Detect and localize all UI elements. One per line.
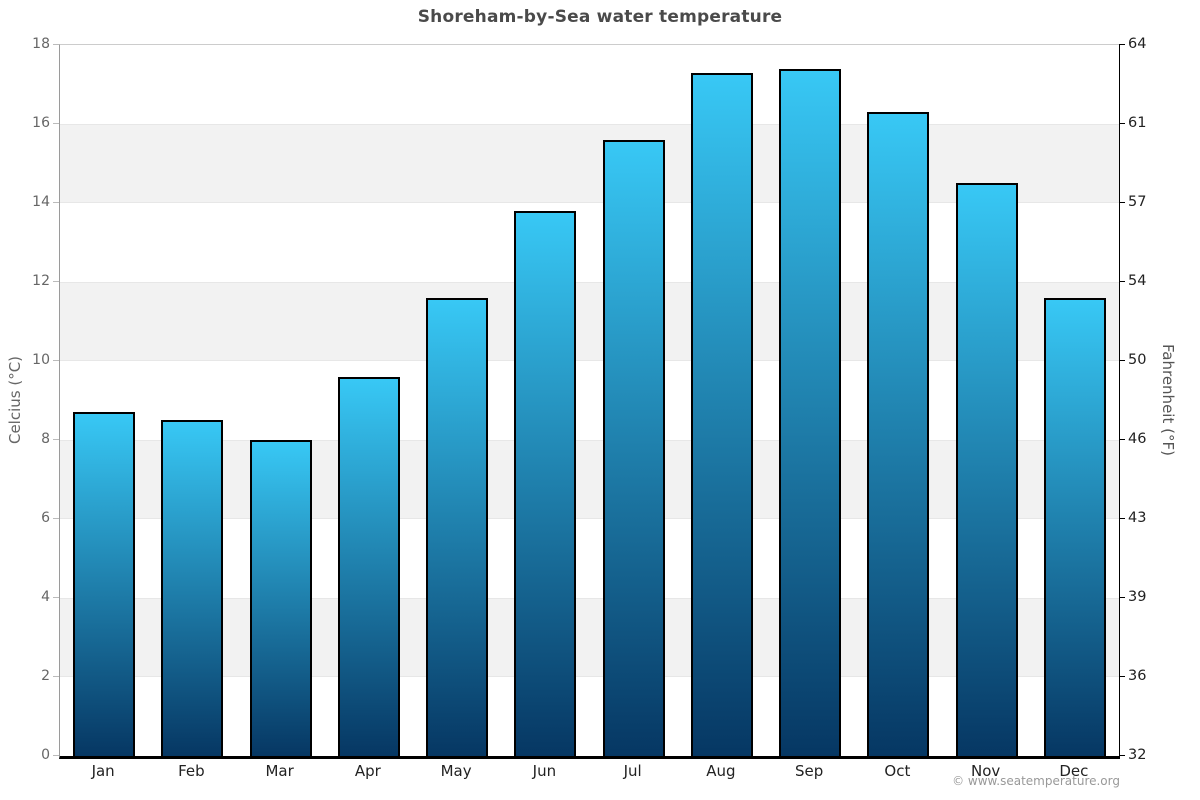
x-tick-apr: Apr — [354, 762, 381, 780]
bar-jun — [514, 210, 577, 756]
y-tickmark-right — [1119, 676, 1125, 677]
y-tickmark-left — [53, 281, 59, 282]
x-tick-jun: Jun — [532, 762, 557, 780]
bar-sep — [779, 68, 842, 756]
y-tickmark-right — [1119, 44, 1125, 45]
bar-aug — [690, 72, 753, 756]
y-tick-celsius-14: 14 — [32, 194, 50, 210]
y-tick-celsius-18: 18 — [32, 36, 50, 52]
y-tickmark-left — [53, 123, 59, 124]
y-tick-celsius-2: 2 — [41, 668, 50, 684]
x-tick-nov: Nov — [970, 762, 1001, 780]
bar-mar — [249, 440, 312, 756]
grid-band-2-4 — [60, 598, 1119, 677]
y-tickmark-right — [1119, 360, 1125, 361]
grid-band-10-12 — [60, 282, 1119, 361]
x-tick-mar: Mar — [265, 762, 294, 780]
x-tick-jul: Jul — [623, 762, 642, 780]
bar-dec — [1043, 297, 1106, 756]
x-tick-dec: Dec — [1059, 762, 1089, 780]
y-tickmark-right — [1119, 281, 1125, 282]
y-tick-celsius-10: 10 — [32, 352, 50, 368]
y-tick-fahrenheit-57: 57 — [1128, 194, 1147, 210]
y-tick-fahrenheit-61: 61 — [1128, 115, 1147, 131]
y-tick-celsius-12: 12 — [32, 273, 50, 289]
y-tick-fahrenheit-54: 54 — [1128, 273, 1147, 289]
y-tickmark-left — [53, 360, 59, 361]
y-tick-celsius-0: 0 — [41, 747, 50, 763]
bar-apr — [337, 376, 400, 756]
y-tickmark-left — [53, 202, 59, 203]
y-tick-fahrenheit-46: 46 — [1128, 431, 1147, 447]
y-tick-celsius-8: 8 — [41, 431, 50, 447]
y-tickmark-left — [53, 755, 59, 756]
x-tick-aug: Aug — [706, 762, 736, 780]
y-tick-fahrenheit-64: 64 — [1128, 36, 1147, 52]
plot-area — [59, 44, 1120, 759]
grid-band-6-8 — [60, 440, 1119, 519]
y-tickmark-left — [53, 518, 59, 519]
y-tickmark-left — [53, 597, 59, 598]
y-tickmark-right — [1119, 518, 1125, 519]
chart-title: Shoreham-by-Sea water temperature — [417, 7, 783, 27]
y-tick-celsius-6: 6 — [41, 510, 50, 526]
y-tick-fahrenheit-43: 43 — [1128, 510, 1147, 526]
bar-feb — [161, 420, 224, 756]
grid-band-14-16 — [60, 124, 1119, 203]
y-tickmark-right — [1119, 755, 1125, 756]
bar-may — [426, 297, 489, 756]
y-tickmark-left — [53, 676, 59, 677]
y-tickmark-right — [1119, 439, 1125, 440]
bar-jan — [73, 412, 136, 756]
x-tick-feb: Feb — [178, 762, 205, 780]
y-tick-fahrenheit-32: 32 — [1128, 747, 1147, 763]
y-tickmark-right — [1119, 202, 1125, 203]
y-tickmark-left — [53, 439, 59, 440]
bar-oct — [867, 112, 930, 756]
x-tick-sep: Sep — [794, 762, 824, 780]
bar-jul — [602, 139, 665, 756]
y-tick-fahrenheit-50: 50 — [1128, 352, 1147, 368]
y-tick-fahrenheit-36: 36 — [1128, 668, 1147, 684]
y-tickmark-right — [1119, 597, 1125, 598]
x-tick-oct: Oct — [884, 762, 911, 780]
bar-nov — [955, 183, 1018, 756]
y-tickmark-right — [1119, 123, 1125, 124]
y-tick-celsius-4: 4 — [41, 589, 50, 605]
x-tick-jan: Jan — [91, 762, 115, 780]
x-tick-may: May — [440, 762, 472, 780]
copyright-text: © www.seatemperature.org — [952, 774, 1120, 788]
y-tick-celsius-16: 16 — [32, 115, 50, 131]
y-tick-fahrenheit-39: 39 — [1128, 589, 1147, 605]
y-tickmark-left — [53, 44, 59, 45]
